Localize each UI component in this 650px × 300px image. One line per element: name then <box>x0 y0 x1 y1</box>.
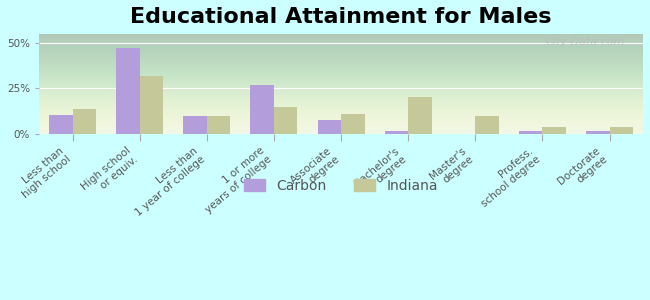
Title: Educational Attainment for Males: Educational Attainment for Males <box>131 7 552 27</box>
Bar <box>542 127 566 134</box>
Bar <box>519 131 542 134</box>
Bar <box>73 109 96 134</box>
Bar <box>274 107 298 134</box>
Bar <box>116 48 140 134</box>
Bar <box>385 131 408 134</box>
Text: City-Data.com: City-Data.com <box>545 37 625 47</box>
Bar <box>140 76 163 134</box>
Bar <box>318 120 341 134</box>
Bar <box>183 116 207 134</box>
Bar <box>250 85 274 134</box>
Bar <box>475 116 499 134</box>
Bar <box>610 127 633 134</box>
Legend: Carbon, Indiana: Carbon, Indiana <box>239 173 443 199</box>
Bar <box>586 131 610 134</box>
Bar <box>49 115 73 134</box>
Bar <box>408 98 432 134</box>
Bar <box>207 116 230 134</box>
Bar <box>341 114 365 134</box>
